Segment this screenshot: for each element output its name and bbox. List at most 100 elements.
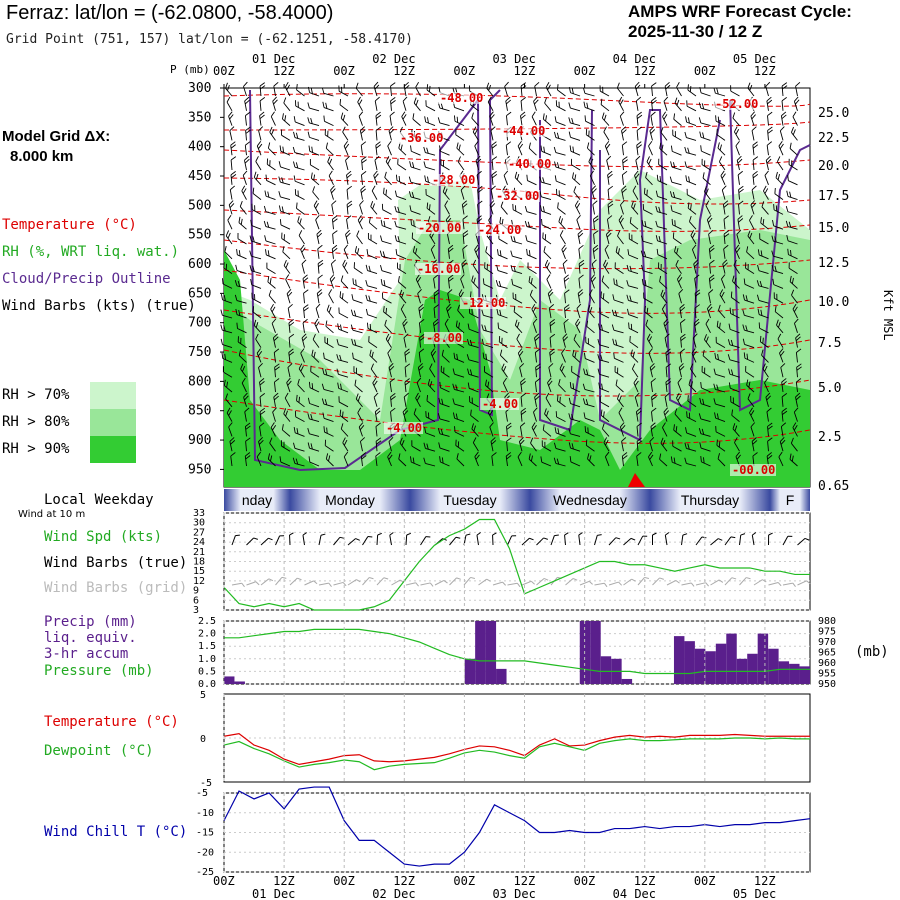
- precip-tick-label: 2.0: [198, 629, 216, 640]
- wind-barb: [485, 379, 494, 393]
- wind-barb: [374, 407, 381, 422]
- wind-barb: [795, 81, 801, 97]
- wind-barb: [568, 131, 581, 141]
- wind-barb: [321, 398, 334, 408]
- wind-barb: [576, 214, 581, 230]
- wind-barb: [285, 274, 291, 289]
- forecast-cycle-label: AMPS WRF Forecast Cycle:: [628, 2, 852, 21]
- wind-barb: [512, 292, 523, 304]
- wind-barb: [338, 85, 349, 97]
- top-date-tick: 02 Dec: [372, 52, 415, 66]
- wind-barb: [244, 407, 250, 422]
- wind-barb: [788, 158, 798, 171]
- pressure-right-tick: 955: [818, 669, 836, 680]
- wind-barb: [728, 323, 740, 334]
- wind-barb: [452, 412, 465, 423]
- wind-barb: [315, 303, 321, 319]
- wind-barb: [439, 381, 450, 393]
- wind-barb-true: [782, 535, 793, 546]
- wind-barb: [365, 308, 378, 319]
- wind-barb: [359, 126, 366, 141]
- wind-barb: [524, 205, 537, 215]
- wind-barb: [528, 142, 537, 156]
- wind-barb: [756, 280, 769, 289]
- temp-label: -8.00: [426, 331, 462, 345]
- wind-barb: [230, 156, 237, 171]
- wind-tick-label: 24: [193, 537, 205, 548]
- wind-barb: [703, 186, 711, 200]
- temp-label-bg: [460, 297, 506, 309]
- wind-barb: [764, 377, 769, 393]
- wind-barb: [345, 155, 350, 171]
- wind-barb: [346, 200, 353, 215]
- wind-barb: [297, 378, 305, 393]
- wind-tick-label: 30: [193, 518, 205, 529]
- wind-barb: [732, 112, 740, 126]
- wind-barb: [576, 303, 582, 319]
- temp-contour: [223, 399, 811, 444]
- wind-tick-label: 21: [193, 547, 205, 558]
- wind-barb: [542, 424, 552, 437]
- wind-barb: [293, 426, 305, 437]
- wind-barb: [267, 142, 276, 156]
- wind-barb: [317, 259, 324, 274]
- wind-barb: [265, 249, 276, 260]
- wind-barb: [373, 81, 380, 97]
- wind-barb: [343, 244, 349, 259]
- pressure-tick-label: 650: [188, 286, 211, 301]
- legend-precip: Precip (mm): [44, 614, 137, 630]
- wind-barb: [684, 131, 697, 141]
- wind-barb: [336, 338, 349, 349]
- wind-barb-grid: [666, 580, 680, 586]
- wind-barb-grid: [246, 581, 260, 586]
- wind-barb: [385, 333, 392, 348]
- wind-barb: [440, 158, 450, 171]
- wind-barb: [631, 201, 639, 215]
- wind-barb: [601, 275, 610, 289]
- wind-barb: [713, 368, 726, 378]
- wind-barb: [616, 393, 624, 408]
- wind-barb: [307, 442, 320, 452]
- wind-barb: [490, 126, 496, 141]
- wind-barb: [752, 170, 759, 185]
- wind-barb-true: [797, 537, 810, 546]
- wind-barb: [742, 324, 755, 334]
- wind-barb: [462, 230, 469, 245]
- wind-barb: [264, 235, 276, 245]
- wind-barb: [615, 246, 624, 260]
- wind-barb: [591, 185, 597, 200]
- wind-barb: [228, 422, 233, 437]
- wind-barb: [315, 214, 320, 230]
- wind-barb: [635, 96, 642, 111]
- wind-barb: [767, 111, 773, 126]
- wind-barb: [648, 451, 654, 467]
- wind-barb: [736, 155, 743, 171]
- wind-barb: [418, 348, 425, 363]
- wind-barb: [613, 278, 624, 289]
- wind-barb: [416, 377, 422, 393]
- red-marker: [628, 473, 645, 487]
- wind-barb: [779, 126, 785, 141]
- wind-barb: [456, 142, 465, 156]
- wind-barb: [535, 363, 541, 378]
- wind-barb: [264, 190, 276, 201]
- wind-barb: [472, 126, 479, 141]
- weekday-label: Monday: [325, 492, 375, 508]
- weekday-label: nday: [242, 492, 272, 508]
- wind-barb: [501, 363, 508, 378]
- wind-barb: [308, 145, 320, 156]
- wind-barb: [676, 392, 682, 408]
- wind-barb: [607, 200, 614, 215]
- wind-barb: [612, 338, 624, 349]
- rh90-swatch: [90, 436, 136, 463]
- wind-barb: [778, 451, 784, 467]
- windchill-tick-label: -15: [196, 828, 214, 839]
- wind-barb-grid: [695, 582, 709, 587]
- wind-barb: [627, 249, 639, 260]
- wind-barb: [368, 216, 378, 230]
- wind-barb: [730, 395, 740, 408]
- wind-barb-true: [260, 537, 273, 546]
- wind-barb: [354, 379, 363, 393]
- wind-barb: [747, 82, 755, 97]
- wind-barb: [751, 185, 757, 200]
